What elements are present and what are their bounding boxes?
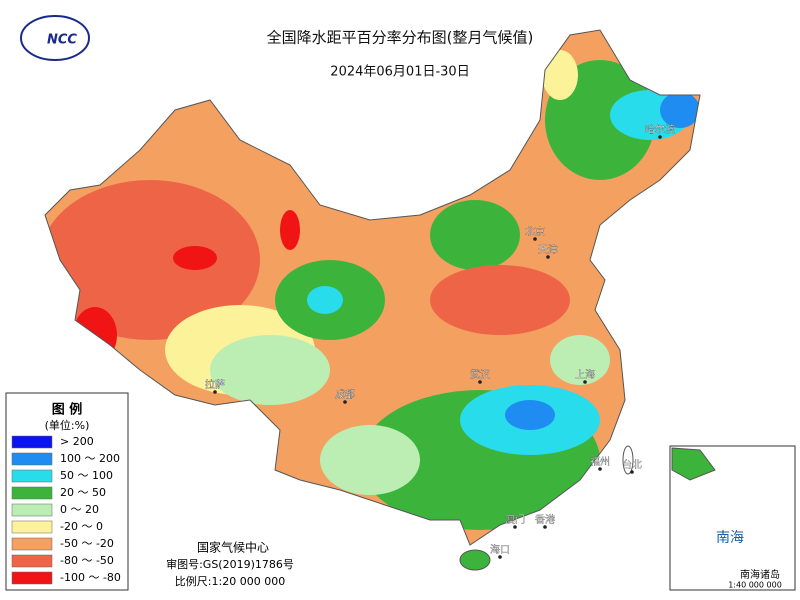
city-label: 成都	[335, 389, 355, 401]
legend: 图 例 (单位:%) > 200 100 ～ 200 50 ～ 100 20 ～ 50…	[5, 392, 129, 591]
region	[210, 335, 330, 405]
border	[44, 29, 701, 546]
legend-swatch	[11, 452, 53, 466]
legend-label: -80 ～ -50	[60, 554, 114, 567]
city-label: 北京	[525, 225, 545, 238]
city-dot	[533, 237, 537, 241]
legend-swatch	[11, 435, 53, 449]
city-label: 拉萨	[205, 378, 225, 391]
region	[542, 50, 578, 100]
legend-label: -20 ～ 0	[60, 520, 103, 533]
city-dot	[598, 467, 602, 471]
city-dot	[658, 135, 662, 139]
legend-swatch	[11, 571, 53, 585]
inset-land	[671, 447, 716, 481]
region	[660, 92, 700, 128]
region	[45, 180, 260, 340]
city-dot	[513, 525, 517, 529]
logo-text: NCC	[47, 33, 77, 48]
region	[320, 425, 420, 495]
city-dot	[498, 555, 502, 559]
region	[430, 265, 570, 335]
inset-islands: 南海诸岛	[740, 568, 780, 581]
hainan	[459, 549, 491, 571]
logo-ring	[20, 15, 90, 61]
region	[430, 200, 520, 270]
city-label: 澳门	[505, 513, 525, 526]
legend-label: > 200	[60, 435, 94, 448]
legend-swatch	[11, 469, 53, 483]
city-dot	[213, 390, 217, 394]
city-label: 香港	[535, 514, 555, 526]
city-dot	[630, 470, 634, 474]
city-label: 福州	[590, 455, 610, 468]
city-dot	[543, 525, 547, 529]
inset-sea: 南海	[716, 530, 744, 546]
legend-label: 100 ～ 200	[60, 452, 120, 465]
legend-swatch	[11, 503, 53, 517]
legend-swatch	[11, 554, 53, 568]
city-label: 上海	[575, 368, 595, 381]
logo: NCC	[20, 15, 90, 61]
legend-unit: (单位:%)	[45, 418, 90, 432]
legend-label: 50 ～ 100	[60, 469, 113, 482]
taiwan	[622, 445, 634, 475]
date: 2024年06月01日-30日	[330, 65, 469, 80]
region	[280, 210, 300, 250]
title: 全国降水距平百分率分布图(整月气候值)	[267, 29, 534, 47]
legend-label: 20 ～ 50	[60, 486, 106, 499]
scale: 比例尺:1:20 000 000	[175, 574, 285, 588]
region	[550, 335, 610, 385]
legend-swatch	[11, 520, 53, 534]
inset-scale: 1:40 000 000	[728, 581, 782, 590]
approval: 审图号:GS(2019)1786号	[166, 557, 294, 571]
legend-label: -50 ～ -20	[60, 537, 114, 550]
legend-swatch	[11, 537, 53, 551]
region	[505, 400, 555, 430]
agency: 国家气候中心	[197, 540, 269, 555]
city-label: 哈尔滨	[645, 123, 675, 136]
inset: 南海 南海诸岛 1:40 000 000	[669, 445, 796, 591]
city-dot	[583, 380, 587, 384]
city-dot	[546, 255, 550, 259]
city-label: 台北	[622, 458, 642, 471]
legend-label: 0 ～ 20	[60, 503, 99, 516]
region	[173, 246, 217, 270]
legend-label: -100 ～ -80	[60, 571, 121, 584]
city-dot	[478, 380, 482, 384]
legend-swatch	[11, 486, 53, 500]
city-label: 海口	[490, 543, 510, 556]
region	[307, 286, 343, 314]
city-label: 天津	[538, 244, 558, 256]
city-label: 武汉	[470, 368, 490, 381]
legend-title: 图 例	[52, 402, 83, 418]
city-dot	[343, 400, 347, 404]
